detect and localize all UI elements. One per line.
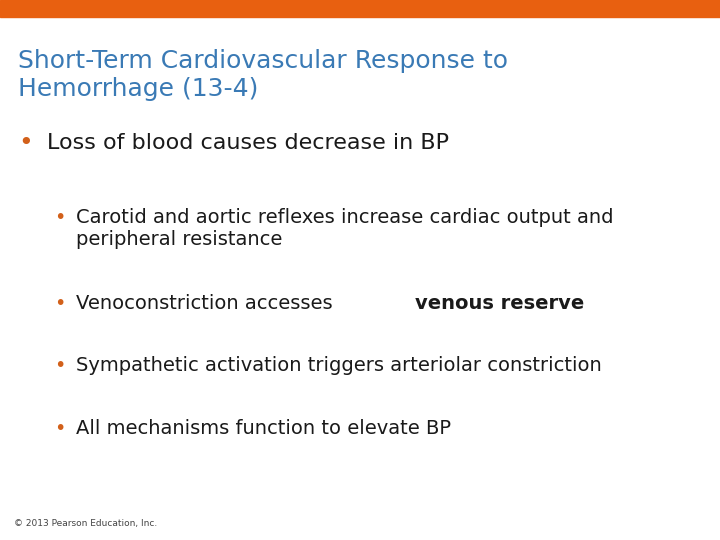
Text: © 2013 Pearson Education, Inc.: © 2013 Pearson Education, Inc. bbox=[14, 519, 158, 528]
Text: •: • bbox=[54, 418, 66, 437]
Text: All mechanisms function to elevate BP: All mechanisms function to elevate BP bbox=[76, 418, 451, 437]
Text: Loss of blood causes decrease in BP: Loss of blood causes decrease in BP bbox=[47, 133, 449, 153]
Bar bbox=[0, 0, 720, 17]
Text: •: • bbox=[54, 356, 66, 375]
Text: •: • bbox=[54, 208, 66, 227]
Text: Short-Term Cardiovascular Response to
Hemorrhage (13-4): Short-Term Cardiovascular Response to He… bbox=[18, 49, 508, 102]
Text: Venoconstriction accesses: Venoconstriction accesses bbox=[76, 294, 338, 313]
Text: Sympathetic activation triggers arteriolar constriction: Sympathetic activation triggers arteriol… bbox=[76, 356, 601, 375]
Text: •: • bbox=[18, 131, 32, 155]
Text: Carotid and aortic reflexes increase cardiac output and
peripheral resistance: Carotid and aortic reflexes increase car… bbox=[76, 208, 613, 249]
Text: venous reserve: venous reserve bbox=[415, 294, 584, 313]
Text: •: • bbox=[54, 294, 66, 313]
